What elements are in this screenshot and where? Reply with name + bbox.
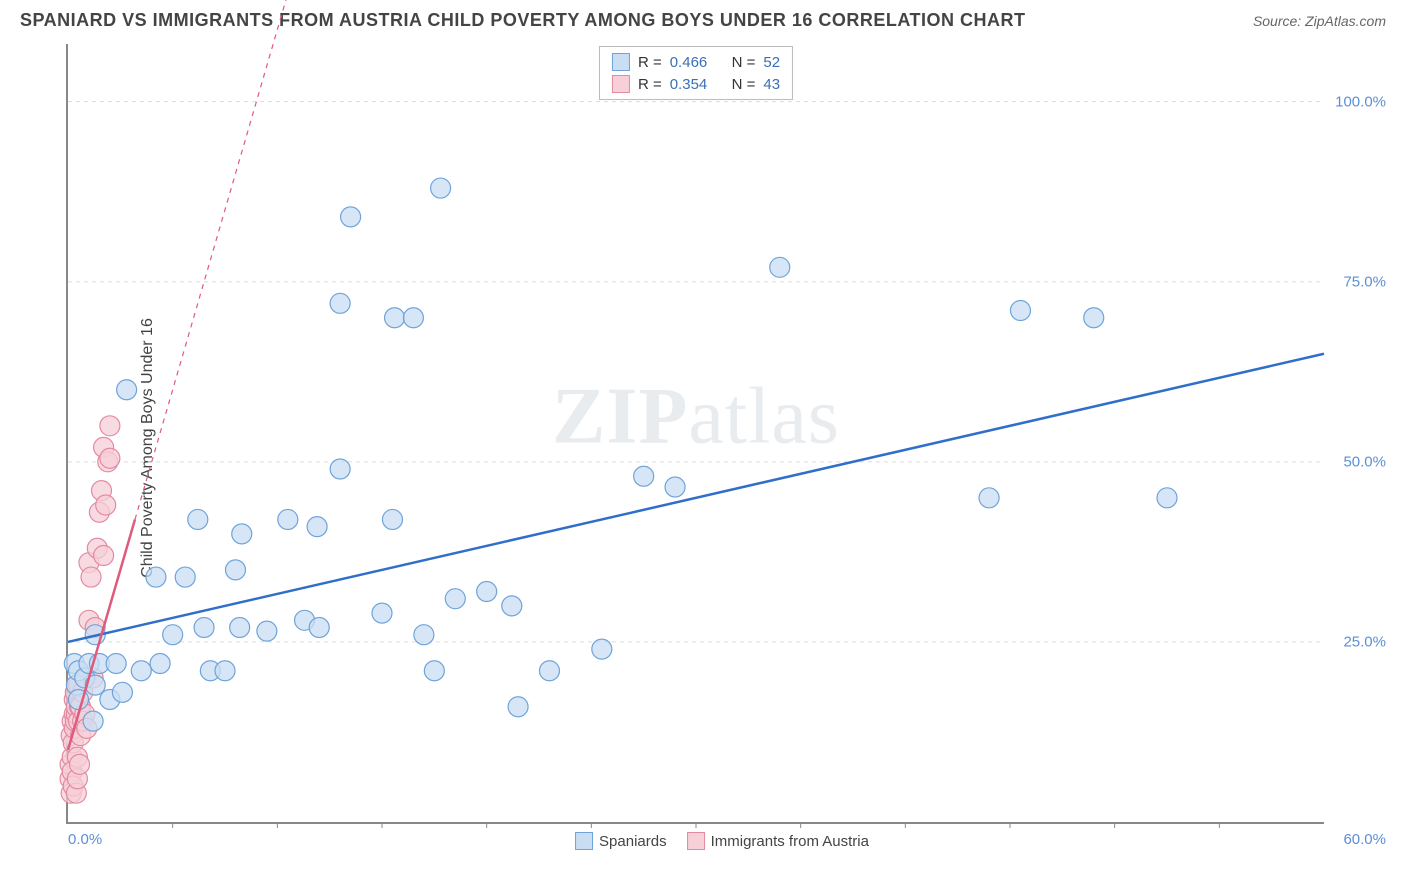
chart-title: SPANIARD VS IMMIGRANTS FROM AUSTRIA CHIL… [20, 10, 1026, 31]
n-value-1: 43 [763, 76, 780, 93]
n-value-0: 52 [763, 54, 780, 71]
legend-item-spaniards: Spaniards [575, 832, 667, 850]
x-tick-left: 0.0% [68, 831, 102, 848]
y-tick-label: 25.0% [1343, 633, 1386, 650]
source-label: Source: ZipAtlas.com [1253, 13, 1386, 29]
plot-area: ZIPatlas R = 0.466 N = 52 R = 0.354 N = … [66, 44, 1324, 824]
legend-swatch-spaniards [575, 832, 593, 850]
y-tick-label: 50.0% [1343, 453, 1386, 470]
legend-item-austria: Immigrants from Austria [687, 832, 869, 850]
chart-container: Child Poverty Among Boys Under 16 ZIPatl… [50, 44, 1394, 852]
legend-label: Spaniards [599, 833, 667, 850]
legend-series: Spaniards Immigrants from Austria [575, 832, 869, 850]
legend-label: Immigrants from Austria [711, 833, 869, 850]
n-label: N = [732, 76, 756, 93]
legend-swatch-spaniards [612, 53, 630, 71]
y-tick-label: 100.0% [1335, 93, 1386, 110]
r-label: R = [638, 76, 662, 93]
y-tick-label: 75.0% [1343, 273, 1386, 290]
n-label: N = [732, 54, 756, 71]
r-value-1: 0.354 [670, 76, 708, 93]
data-layer [68, 44, 1324, 822]
r-value-0: 0.466 [670, 54, 708, 71]
legend-stats-row: R = 0.354 N = 43 [612, 73, 780, 95]
legend-swatch-austria [612, 75, 630, 93]
legend-stats-row: R = 0.466 N = 52 [612, 51, 780, 73]
legend-stats: R = 0.466 N = 52 R = 0.354 N = 43 [599, 46, 793, 100]
legend-swatch-austria [687, 832, 705, 850]
x-tick-right: 60.0% [1343, 831, 1386, 848]
r-label: R = [638, 54, 662, 71]
